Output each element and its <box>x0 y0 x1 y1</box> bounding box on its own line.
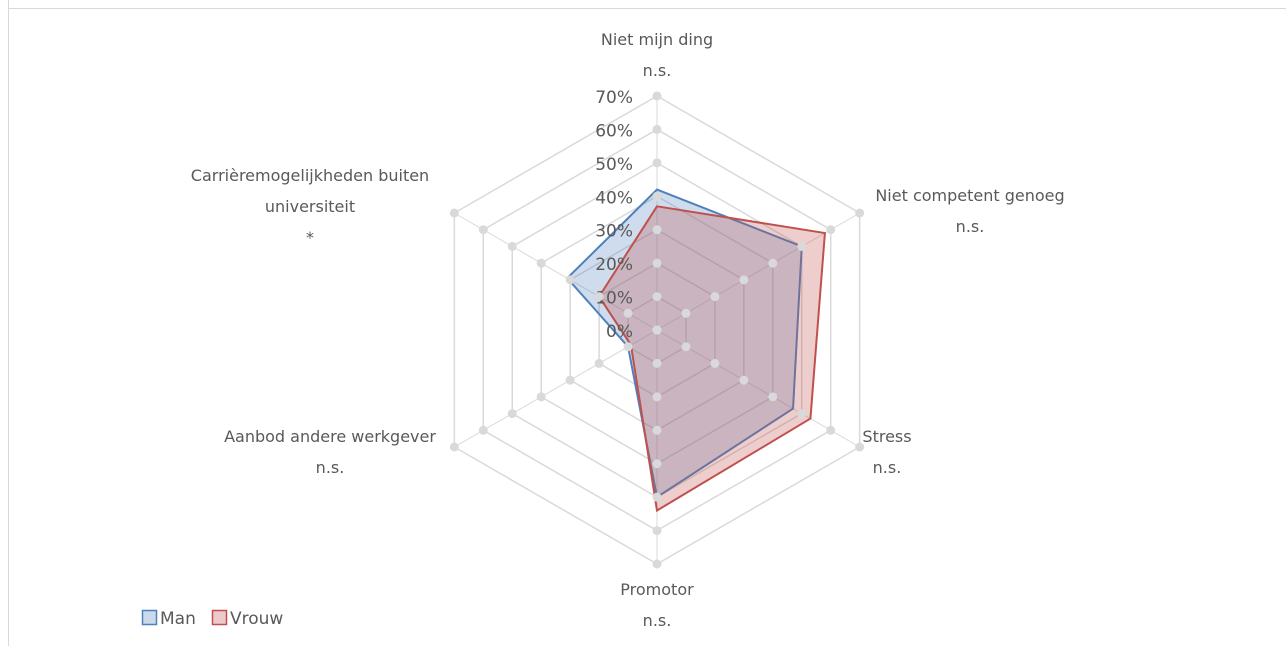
grid-dot <box>768 392 778 402</box>
grid-dot <box>623 342 633 352</box>
grid-dot <box>855 208 865 218</box>
significance: * <box>306 228 314 247</box>
grid-dot <box>449 442 459 452</box>
grid-dot <box>594 358 604 368</box>
grid-dot <box>449 208 459 218</box>
spoke <box>656 329 860 448</box>
significance: n.s. <box>872 458 902 477</box>
significance: n.s. <box>642 61 672 80</box>
grid-dot <box>710 358 720 368</box>
category-name: Stress <box>862 427 912 446</box>
grid-dot <box>507 409 517 419</box>
significance: n.s. <box>315 458 345 477</box>
legend-swatch <box>141 609 158 626</box>
grid-dot <box>826 425 836 435</box>
grid-dot <box>710 292 720 302</box>
grid-dot <box>478 425 488 435</box>
grid-dot <box>797 241 807 251</box>
category-label: Stress n.s. <box>862 421 911 483</box>
tick-label: 60% <box>595 121 633 141</box>
grid-dot <box>681 342 691 352</box>
grid-dot <box>536 392 546 402</box>
category-name: Promotor <box>620 580 694 599</box>
grid-dot <box>623 308 633 318</box>
tick-label: 50% <box>595 155 633 175</box>
grid-dot <box>507 241 517 251</box>
grid-dot <box>652 225 662 235</box>
category-name: Carrièremogelijkheden buiten universitei… <box>190 166 430 216</box>
category-name: Niet competent genoeg <box>875 186 1065 205</box>
category-label: Niet mijn ding n.s. <box>601 24 713 86</box>
significance: n.s. <box>642 611 672 630</box>
legend-label: Vrouw <box>230 609 283 629</box>
grid-dot <box>652 459 662 469</box>
grid-dot <box>565 275 575 285</box>
grid-dot <box>652 425 662 435</box>
tick-label: 0% <box>606 322 633 342</box>
category-label: Niet competent genoeg n.s. <box>875 180 1064 242</box>
grid-dot <box>652 358 662 368</box>
grid-dot <box>739 275 749 285</box>
grid-dot <box>652 191 662 201</box>
tick-label: 10% <box>595 289 633 309</box>
grid-dot <box>652 91 662 101</box>
tick-label: 40% <box>595 188 633 208</box>
grid-dot <box>797 409 807 419</box>
grid-dot <box>855 442 865 452</box>
grid-dot <box>681 308 691 318</box>
category-name: Niet mijn ding <box>600 30 714 49</box>
legend-swatch <box>211 609 228 626</box>
tick-label: 30% <box>595 222 633 242</box>
grid-dot <box>652 325 662 335</box>
tick-label: 70% <box>595 88 633 108</box>
grid-dot <box>768 258 778 268</box>
grid-dot <box>565 375 575 385</box>
tick-label: 20% <box>595 255 633 275</box>
grid-dot <box>652 158 662 168</box>
grid-dot <box>652 292 662 302</box>
grid-dot <box>594 292 604 302</box>
grid-dot <box>536 258 546 268</box>
series-area <box>597 205 826 513</box>
grid-dot <box>478 225 488 235</box>
grid-dot <box>652 559 662 569</box>
category-label: Carrièremogelijkheden buiten universitei… <box>160 160 460 253</box>
grid-dot <box>652 526 662 536</box>
significance: n.s. <box>955 217 985 236</box>
grid-dot <box>652 124 662 134</box>
grid-dot <box>739 375 749 385</box>
category-label: Promotor n.s. <box>620 574 693 636</box>
category-name: Aanbod andere werkgever <box>224 427 436 446</box>
category-label: Aanbod andere werkgever n.s. <box>224 421 436 483</box>
legend-label: Man <box>160 609 196 629</box>
spoke <box>454 329 658 448</box>
grid-dot <box>652 392 662 402</box>
spoke <box>454 212 658 331</box>
grid-dot <box>652 492 662 502</box>
grid-dot <box>826 225 836 235</box>
grid-dot <box>652 258 662 268</box>
